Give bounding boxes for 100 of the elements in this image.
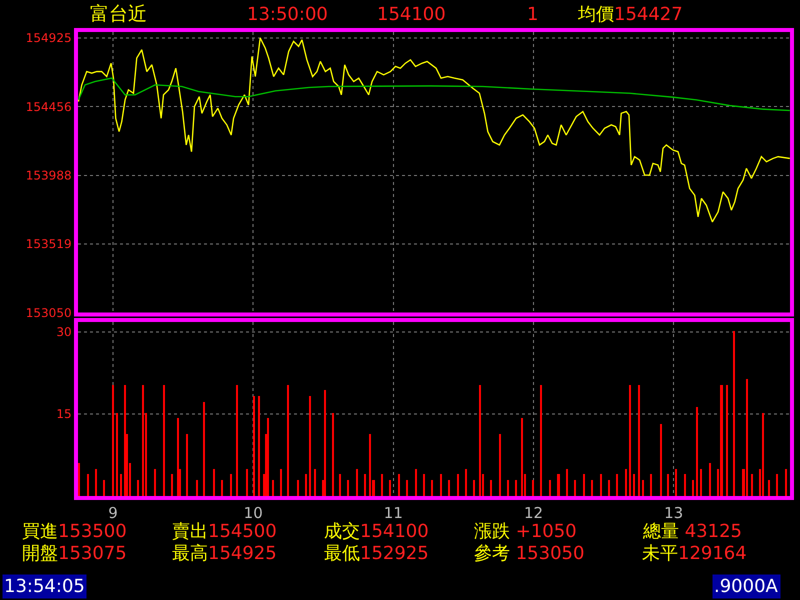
bar bbox=[549, 480, 551, 496]
text: 開盤153075 bbox=[22, 543, 127, 564]
bar bbox=[280, 469, 282, 496]
bar bbox=[137, 480, 139, 496]
bar bbox=[177, 418, 179, 496]
y-tick-label: 153519 bbox=[26, 237, 72, 252]
bar bbox=[448, 480, 450, 496]
bar bbox=[440, 474, 442, 496]
x-tick-label: 13 bbox=[664, 504, 684, 522]
bar bbox=[473, 480, 475, 496]
bar bbox=[230, 474, 232, 496]
text: 1 bbox=[527, 4, 538, 25]
bar bbox=[746, 379, 748, 496]
bar bbox=[751, 474, 753, 496]
text: 13:50:00 bbox=[247, 4, 328, 25]
bar bbox=[591, 480, 593, 496]
bar bbox=[768, 480, 770, 496]
bar bbox=[305, 474, 307, 496]
bar bbox=[120, 474, 122, 496]
bar bbox=[287, 385, 289, 496]
text: 最低152925 bbox=[324, 543, 429, 564]
bar bbox=[692, 480, 694, 496]
bar bbox=[423, 474, 425, 496]
text: 漲跌 +1050 bbox=[474, 521, 577, 542]
bar bbox=[339, 474, 341, 496]
bar bbox=[532, 480, 534, 496]
bar bbox=[267, 418, 269, 496]
bar bbox=[154, 469, 156, 496]
bar bbox=[142, 385, 144, 496]
y-tick-label: 153050 bbox=[26, 306, 72, 320]
bar bbox=[776, 474, 778, 496]
text: 未平129164 bbox=[642, 543, 747, 564]
bar bbox=[356, 469, 358, 496]
bar bbox=[116, 413, 118, 496]
bar bbox=[608, 480, 610, 496]
bar bbox=[642, 480, 644, 496]
bar bbox=[297, 480, 299, 496]
bar bbox=[253, 396, 255, 496]
bar bbox=[203, 402, 205, 496]
bar bbox=[171, 474, 173, 496]
bar bbox=[221, 480, 223, 496]
bar bbox=[696, 407, 698, 496]
x-tick-label: 11 bbox=[384, 504, 403, 522]
text: 均價154427 bbox=[577, 4, 683, 25]
bar bbox=[726, 385, 728, 496]
bar bbox=[324, 390, 326, 496]
bar bbox=[465, 469, 467, 496]
bar bbox=[521, 418, 523, 496]
bar bbox=[124, 385, 126, 496]
bar bbox=[389, 480, 391, 496]
bar bbox=[309, 396, 311, 496]
bar bbox=[415, 469, 417, 496]
bar bbox=[540, 385, 542, 496]
bar bbox=[78, 463, 80, 496]
line-series bbox=[78, 78, 790, 112]
bar bbox=[499, 434, 501, 496]
bar bbox=[112, 385, 114, 496]
bar bbox=[709, 463, 711, 496]
bar bbox=[213, 469, 215, 496]
bar bbox=[507, 480, 509, 496]
text: 最高154925 bbox=[172, 543, 277, 564]
text: 參考 153050 bbox=[474, 543, 584, 564]
y-tick-label: 30 bbox=[56, 325, 72, 340]
bar bbox=[314, 469, 316, 496]
bar bbox=[667, 474, 669, 496]
bar bbox=[236, 385, 238, 496]
y-tick-label: 153988 bbox=[26, 168, 72, 182]
x-tick-label: 9 bbox=[108, 504, 118, 522]
bar bbox=[515, 480, 517, 496]
bar bbox=[574, 480, 576, 496]
bar bbox=[369, 434, 371, 496]
bar bbox=[633, 474, 635, 496]
text: .9000A bbox=[714, 576, 779, 597]
bar bbox=[364, 474, 366, 496]
bar bbox=[246, 469, 248, 496]
y-tick-label: 154925 bbox=[26, 31, 72, 46]
bar bbox=[638, 385, 640, 496]
bar bbox=[600, 474, 602, 496]
text: 賣出154500 bbox=[172, 521, 277, 542]
bar bbox=[381, 474, 383, 496]
bar bbox=[785, 469, 787, 496]
chart-title: 富台近 bbox=[90, 3, 147, 25]
bar bbox=[95, 469, 97, 496]
text: 總量 43125 bbox=[642, 521, 742, 542]
bar bbox=[272, 480, 274, 496]
text: 成交154100 bbox=[324, 521, 429, 542]
bar bbox=[557, 474, 560, 496]
bar bbox=[583, 474, 585, 496]
bar bbox=[347, 480, 349, 496]
bar bbox=[87, 474, 89, 496]
bar bbox=[103, 480, 105, 496]
bar bbox=[684, 474, 686, 496]
bar bbox=[163, 385, 165, 496]
line-series bbox=[78, 37, 790, 223]
text: 154100 bbox=[377, 4, 446, 25]
x-tick-label: 10 bbox=[244, 504, 263, 522]
bar bbox=[733, 331, 735, 496]
bar bbox=[479, 385, 481, 496]
bar bbox=[258, 396, 260, 496]
y-tick-label: 15 bbox=[56, 407, 72, 422]
